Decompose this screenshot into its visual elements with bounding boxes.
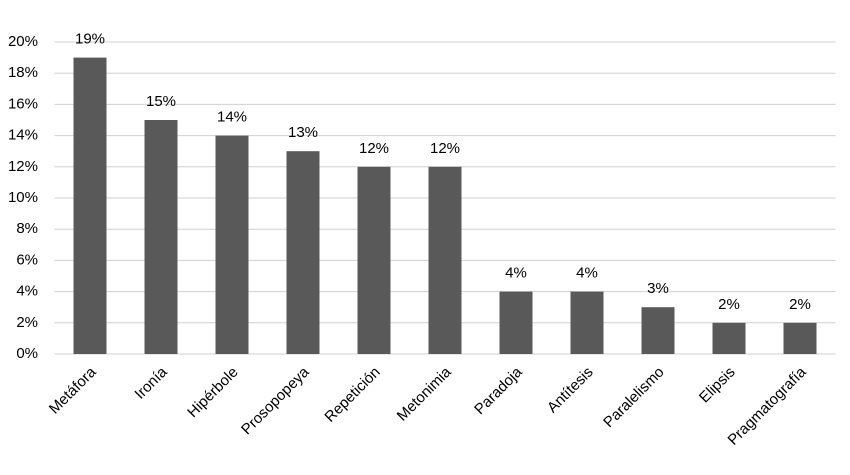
bar [499, 291, 533, 354]
x-tick-label: Antítesis [544, 364, 597, 417]
x-tick-label: Metáfora [46, 363, 100, 417]
value-label: 3% [647, 280, 669, 297]
bar [712, 322, 746, 354]
y-tick-label: 10% [8, 189, 38, 206]
bar [428, 166, 462, 354]
y-tick-label: 20% [8, 33, 38, 50]
x-tick-label: Hipérbole [184, 364, 241, 421]
value-label: 4% [576, 265, 598, 282]
x-tick-label: Ironía [131, 363, 171, 403]
y-tick-label: 6% [16, 251, 38, 268]
bar [144, 120, 178, 354]
x-tick-label: Metonimia [394, 363, 455, 424]
bar [641, 307, 675, 354]
bar [215, 135, 249, 354]
x-tick-label: Repetición [321, 364, 383, 426]
y-tick-label: 12% [8, 158, 38, 175]
value-label: 4% [505, 265, 527, 282]
value-label: 14% [217, 109, 247, 126]
y-tick-label: 18% [8, 64, 38, 81]
x-tick-label: Prosopopeya [238, 363, 313, 438]
bar [73, 57, 107, 354]
value-label: 15% [146, 93, 176, 110]
y-tick-label: 14% [8, 127, 38, 144]
value-label: 13% [288, 124, 318, 141]
value-label: 2% [789, 296, 811, 313]
y-tick-label: 2% [16, 314, 38, 331]
y-tick-label: 8% [16, 220, 38, 237]
y-tick-label: 4% [16, 283, 38, 300]
y-tick-label: 0% [16, 345, 38, 362]
value-label: 19% [75, 31, 105, 48]
value-label: 12% [430, 140, 460, 157]
value-label: 12% [359, 140, 389, 157]
bar [357, 166, 391, 354]
bar [286, 151, 320, 354]
x-tick-label: Paradoja [471, 363, 526, 418]
bar [783, 322, 817, 354]
x-tick-label: Elipsis [696, 364, 739, 407]
bar [570, 291, 604, 354]
x-tick-label: Paralelismo [600, 364, 667, 431]
value-label: 2% [718, 296, 740, 313]
y-tick-label: 16% [8, 95, 38, 112]
